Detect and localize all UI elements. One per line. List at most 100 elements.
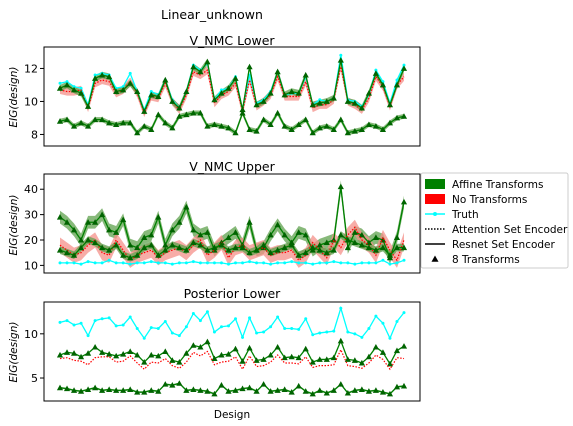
data-point (135, 261, 139, 265)
data-point (120, 216, 127, 223)
data-point (197, 68, 204, 75)
data-point (113, 229, 120, 235)
data-point (204, 58, 211, 65)
data-point (149, 90, 153, 94)
data-point (155, 93, 162, 99)
series-line (59, 339, 405, 366)
data-point (141, 244, 148, 251)
data-point (295, 90, 302, 96)
data-point (365, 388, 372, 394)
data-point (148, 231, 155, 238)
data-point (184, 325, 188, 329)
data-point (393, 234, 401, 240)
data-point (93, 319, 97, 323)
data-point (155, 111, 162, 118)
data-point (281, 91, 288, 98)
data-point (77, 90, 85, 96)
data-point (358, 231, 365, 238)
data-point (395, 261, 399, 265)
data-point (344, 98, 351, 104)
data-point (295, 121, 302, 128)
data-point (63, 116, 71, 123)
data-point (346, 261, 350, 265)
data-point (141, 108, 148, 114)
data-point (402, 258, 406, 262)
data-point (191, 311, 195, 315)
data-point (344, 236, 351, 243)
data-point (156, 261, 160, 265)
data-point (232, 387, 239, 393)
data-point (121, 261, 125, 265)
data-point (332, 329, 336, 333)
y-tick-label: 12 (24, 62, 38, 75)
series-band (60, 56, 404, 115)
plot-area: 10 20 30 40 (24, 173, 421, 274)
data-point (360, 335, 364, 339)
data-point (113, 121, 120, 128)
data-point (92, 75, 99, 81)
y-tick-label: 10 (24, 328, 38, 341)
legend-label: No Transforms (452, 194, 527, 206)
data-point (63, 81, 71, 88)
legend-swatch (425, 194, 445, 204)
data-point (386, 390, 394, 397)
panel-title: V_NMC Lower (189, 33, 275, 48)
data-point (309, 129, 316, 136)
data-point (302, 71, 309, 78)
data-point (149, 326, 153, 330)
data-point (135, 327, 139, 331)
panel-v-nmc-upper: V_NMC Upper EIG(design) 10 20 30 40 (8, 159, 421, 274)
data-point (127, 119, 134, 126)
data-point (113, 352, 120, 359)
data-point (92, 239, 99, 246)
data-point (218, 241, 225, 248)
data-point (169, 241, 176, 248)
data-point (365, 353, 372, 360)
data-point (219, 261, 223, 265)
data-point (400, 382, 408, 389)
data-point (205, 261, 209, 265)
data-point (100, 261, 104, 265)
data-point (128, 262, 132, 266)
data-point (304, 317, 308, 321)
data-point (365, 121, 372, 128)
data-point (141, 234, 148, 240)
data-point (72, 323, 76, 327)
data-point (239, 244, 246, 251)
data-point (134, 252, 141, 258)
y-axis-label: EIG(design) (8, 67, 20, 128)
data-point (65, 80, 69, 84)
data-point (400, 343, 408, 349)
data-point (56, 384, 64, 391)
data-point (260, 241, 267, 248)
series-line (59, 226, 405, 262)
data-point (323, 356, 330, 362)
data-point (218, 381, 225, 388)
data-point (297, 327, 301, 331)
data-point (120, 86, 127, 93)
data-point (211, 244, 218, 251)
y-tick-label: 10 (24, 95, 38, 108)
axes-frame (43, 301, 421, 402)
data-point (155, 214, 162, 220)
data-point (148, 241, 155, 248)
data-point (281, 354, 288, 361)
data-point (183, 350, 190, 356)
data-point (318, 261, 322, 265)
data-point (344, 244, 351, 251)
data-point (218, 123, 225, 129)
data-point (239, 109, 246, 116)
data-point (84, 386, 92, 392)
legend-label: Resnet Set Encoder (452, 239, 556, 251)
data-point (204, 247, 211, 253)
data-point (127, 386, 134, 392)
data-point (190, 109, 197, 116)
data-point (176, 380, 183, 386)
data-point (155, 252, 162, 258)
data-point (176, 113, 183, 119)
data-point (120, 351, 127, 357)
data-point (183, 88, 190, 95)
data-point (226, 262, 230, 266)
data-point (77, 236, 85, 243)
